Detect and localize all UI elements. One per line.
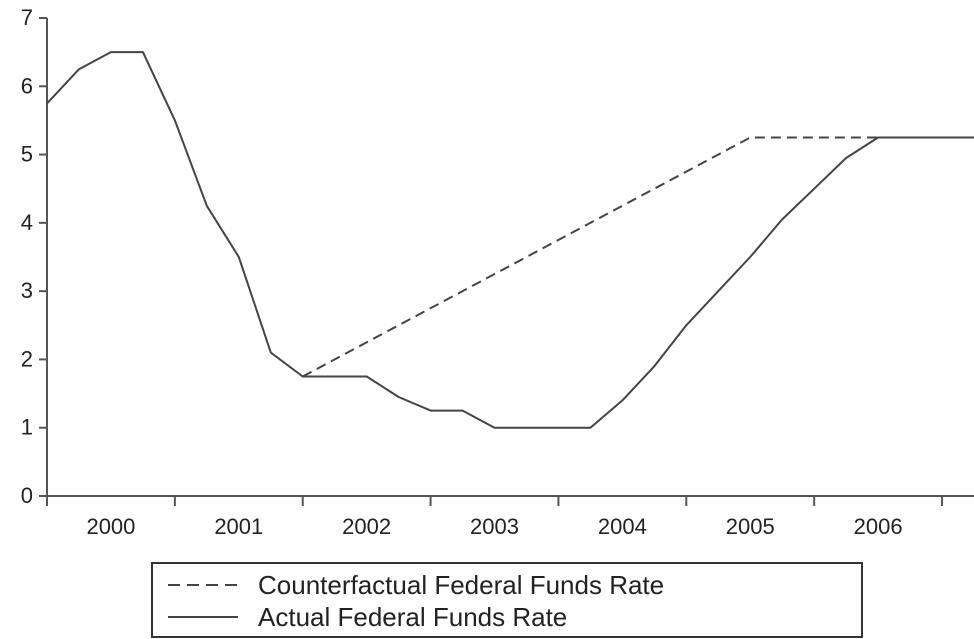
y-tick-label: 3: [21, 278, 33, 303]
y-tick-label: 1: [21, 415, 33, 440]
actual-series-line: [46, 51, 974, 429]
x-axis-ticks: 2000 2001 2002 2003 2004 2005 2006: [46, 496, 944, 539]
x-tick-label: 2003: [470, 514, 519, 539]
legend: Counterfactual Federal Funds Rate Actual…: [151, 562, 863, 638]
x-tick-label: 2000: [86, 514, 135, 539]
x-tick-label: 2004: [598, 514, 647, 539]
y-axis-ticks: 0 1 2 3 4 5 6 7: [21, 5, 47, 508]
x-tick-label: 2001: [214, 514, 263, 539]
legend-label-actual: Actual Federal Funds Rate: [258, 602, 567, 632]
legend-label-counterfactual: Counterfactual Federal Funds Rate: [258, 570, 664, 600]
y-tick-label: 0: [21, 483, 33, 508]
y-tick-label: 4: [21, 210, 33, 235]
y-tick-label: 2: [21, 346, 33, 371]
y-tick-label: 6: [21, 73, 33, 98]
x-tick-label: 2002: [342, 514, 391, 539]
y-tick-label: 7: [21, 5, 33, 30]
legend-box: [151, 562, 863, 638]
plot-area: 0 1 2 3 4 5 6 7 2000 2001 2002 2003 2004 2005 2006: [21, 5, 974, 539]
x-tick-label: 2006: [854, 514, 903, 539]
series-layer: [46, 51, 974, 429]
x-tick-label: 2005: [726, 514, 775, 539]
y-tick-label: 5: [21, 142, 33, 167]
counterfactual-series-line: [302, 136, 974, 378]
